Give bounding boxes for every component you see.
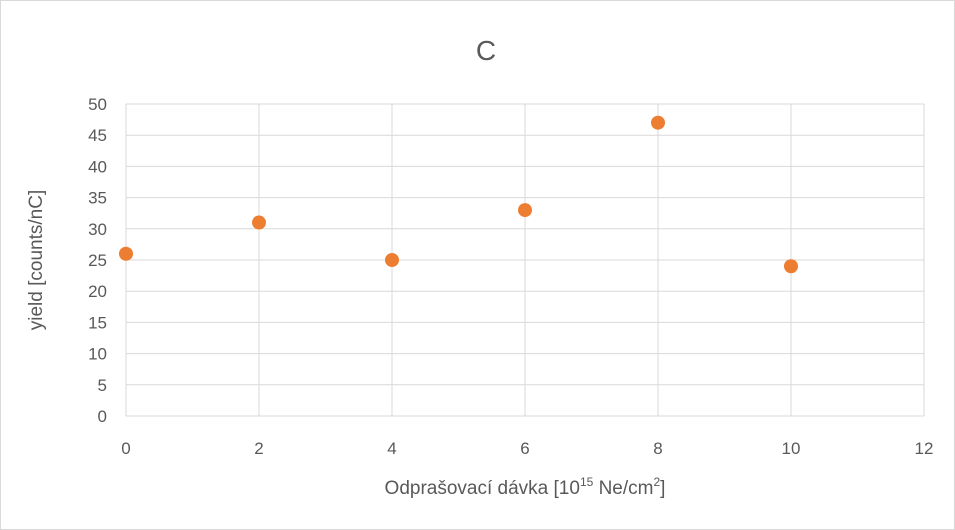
data-point xyxy=(119,246,133,261)
x-tick-label: 10 xyxy=(782,439,801,458)
data-point xyxy=(385,253,399,267)
gridlines xyxy=(125,103,925,417)
data-points xyxy=(119,115,798,274)
x-tick-label: 2 xyxy=(254,439,263,458)
y-tick-label: 30 xyxy=(88,220,107,239)
y-tick-label: 35 xyxy=(88,189,107,208)
y-tick-label: 10 xyxy=(88,345,107,364)
chart-title: C xyxy=(476,35,496,66)
x-tick-label: 0 xyxy=(121,439,130,458)
data-point xyxy=(651,115,665,130)
y-axis-ticks: 0 5 10 15 20 25 30 35 40 45 50 xyxy=(88,95,107,426)
x-axis-label: Odprašovací dávka [1015 Ne/cm2] xyxy=(385,475,666,499)
y-axis-label: yield [counts/nC] xyxy=(26,190,47,330)
y-tick-label: 25 xyxy=(88,251,107,270)
y-tick-label: 5 xyxy=(98,376,107,395)
data-point xyxy=(518,203,532,218)
y-tick-label: 45 xyxy=(88,126,107,145)
x-axis-label-superscript: 15 xyxy=(580,475,594,489)
y-tick-label: 0 xyxy=(98,407,107,426)
x-axis-ticks: 0 2 4 6 8 10 12 xyxy=(121,439,933,458)
y-tick-label: 15 xyxy=(88,313,107,332)
x-axis-label-part: Ne/cm xyxy=(593,478,653,499)
x-tick-label: 12 xyxy=(915,439,934,458)
x-tick-label: 4 xyxy=(387,439,396,458)
x-axis-label-part: Odprašovací dávka [10 xyxy=(385,478,580,499)
data-point xyxy=(784,259,798,274)
data-point xyxy=(252,215,266,230)
y-tick-label: 50 xyxy=(88,95,107,114)
x-axis-label-superscript: 2 xyxy=(653,475,660,489)
x-tick-label: 6 xyxy=(520,439,529,458)
x-axis-label-part: ] xyxy=(660,478,665,499)
x-tick-label: 8 xyxy=(653,439,662,458)
y-tick-label: 20 xyxy=(88,282,107,301)
y-tick-label: 40 xyxy=(88,157,107,176)
